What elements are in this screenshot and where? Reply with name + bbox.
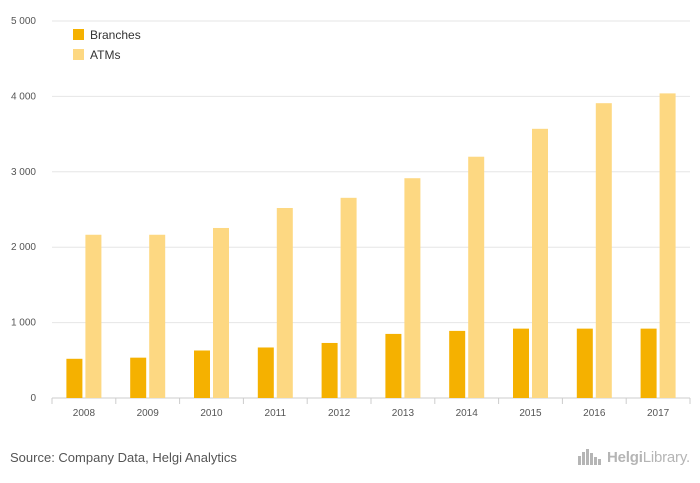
bar-branches-2010 (194, 350, 210, 398)
source-note: Source: Company Data, Helgi Analytics (10, 450, 237, 465)
x-tick-label: 2012 (328, 408, 351, 419)
legend-swatch-branches (73, 29, 84, 40)
x-tick-label: 2009 (137, 408, 160, 419)
x-tick-label: 2015 (519, 408, 542, 419)
x-tick-label: 2008 (73, 408, 96, 419)
y-axis-tick-labels: 0 1 000 2 000 3 000 4 000 5 000 (11, 16, 36, 404)
y-tick-label: 3 000 (11, 167, 36, 178)
gridlines (51, 20, 691, 404)
bar-branches-2012 (321, 342, 338, 398)
bar-atms-2017 (659, 93, 676, 398)
logo-text-rest: Library. (642, 448, 691, 466)
y-tick-label: 1 000 (11, 318, 36, 329)
bar-branches-2008 (66, 358, 83, 398)
x-tick-label: 2017 (647, 408, 670, 419)
y-tick-label: 4 000 (11, 91, 36, 102)
bar-branches-2017 (640, 328, 657, 398)
bar-branches-2013 (385, 333, 402, 398)
legend: Branches ATMs (73, 28, 141, 62)
x-tick-label: 2014 (456, 408, 479, 419)
x-tick-label: 2011 (265, 408, 287, 419)
x-axis-tick-labels: 2008 2009 2010 2011 2012 2013 2014 2015 2016 2017 (73, 408, 670, 419)
y-tick-label: 2 000 (11, 242, 36, 253)
bar-branches-2014 (449, 330, 466, 398)
x-tick-label: 2016 (583, 408, 606, 419)
bar-branches-2011 (257, 347, 274, 398)
legend-swatch-atms (73, 49, 84, 60)
bar-atms-2011 (276, 207, 293, 398)
logo-text-bold: Helgi (607, 448, 643, 466)
legend-label-branches: Branches (90, 28, 141, 42)
legend-label-atms: ATMs (90, 48, 120, 62)
y-tick-label: 5 000 (11, 16, 36, 27)
bar-atms-2014 (468, 156, 485, 398)
bars (66, 93, 676, 398)
skyline-icon (578, 449, 601, 465)
bar-atms-2012 (340, 197, 357, 398)
x-tick-label: 2010 (200, 408, 223, 419)
bar-atms-2015 (532, 128, 548, 398)
y-tick-label: 0 (30, 393, 36, 404)
bar-atms-2008 (85, 234, 102, 398)
bar-branches-2016 (576, 328, 593, 398)
x-tick-label: 2013 (392, 408, 415, 419)
bar-atms-2010 (213, 227, 229, 398)
bar-atms-2016 (595, 103, 612, 398)
bar-atms-2013 (404, 178, 421, 398)
helgi-library-logo: HelgiLibrary. (577, 448, 690, 466)
bar-atms-2009 (149, 234, 166, 398)
bar-branches-2015 (513, 328, 529, 398)
bar-branches-2009 (130, 357, 147, 398)
